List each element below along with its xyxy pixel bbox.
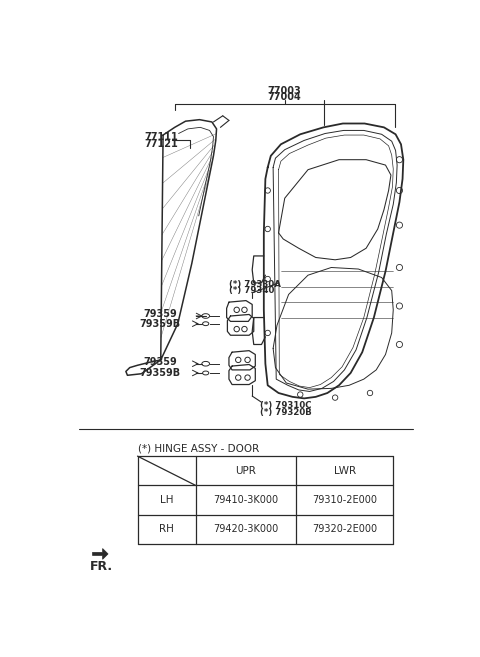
Text: 77004: 77004 (268, 92, 301, 102)
Text: 77003: 77003 (268, 86, 301, 96)
Text: 77121: 77121 (145, 139, 179, 149)
Text: 79359: 79359 (144, 309, 178, 319)
Text: FR.: FR. (89, 560, 113, 573)
Text: 79410-3K000: 79410-3K000 (214, 495, 278, 505)
Text: RH: RH (159, 524, 174, 534)
Text: 79310-2E000: 79310-2E000 (312, 495, 377, 505)
Text: (*) 79310C: (*) 79310C (260, 401, 312, 410)
Text: 79320-2E000: 79320-2E000 (312, 524, 377, 534)
Text: 79359B: 79359B (140, 319, 181, 328)
Text: (*) 79320B: (*) 79320B (260, 407, 312, 417)
Text: LWR: LWR (334, 466, 356, 476)
Polygon shape (93, 549, 108, 559)
Text: 79359: 79359 (144, 357, 178, 367)
Text: (*) 79330A: (*) 79330A (229, 280, 281, 289)
Text: 77111: 77111 (145, 132, 179, 142)
Text: 79359B: 79359B (140, 368, 181, 378)
Text: (*) HINGE ASSY - DOOR: (*) HINGE ASSY - DOOR (137, 443, 259, 453)
Text: UPR: UPR (236, 466, 256, 476)
Text: LH: LH (160, 495, 173, 505)
Text: (*) 79340: (*) 79340 (229, 286, 275, 295)
Text: 79420-3K000: 79420-3K000 (214, 524, 278, 534)
